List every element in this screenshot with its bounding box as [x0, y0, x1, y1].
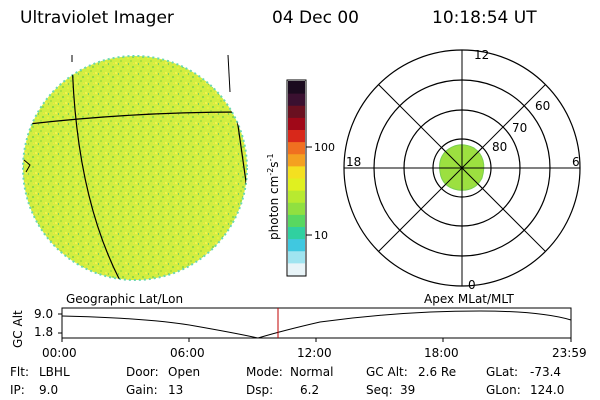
alt-max-label: 9.0 [34, 307, 54, 321]
dsp-value: 6.2 [300, 383, 320, 397]
colorbar-segment [288, 214, 305, 227]
mode-value: Normal [290, 365, 334, 379]
time-label-2359: 23:59 [552, 346, 587, 360]
alt-min-label: 1.8 [34, 325, 54, 339]
glon-value: 124.0 [530, 383, 565, 397]
colorbar-segment [288, 250, 305, 264]
filter-label: Flt: [10, 365, 29, 379]
colorbar-segment [288, 141, 305, 155]
colorbar-tick-10: 10 [314, 229, 328, 242]
longitude-line [227, 54, 231, 93]
colorbar-segment [288, 226, 305, 240]
mlt-label-12: 12 [474, 48, 489, 62]
disk-edge [22, 55, 248, 281]
mlt-label-18: 18 [346, 155, 361, 169]
mlt-label-0: 0 [468, 278, 476, 292]
colorbar-segment [288, 129, 305, 143]
geographic-title: Geographic Lat/Lon [66, 292, 184, 306]
door-value: Open [168, 365, 201, 379]
gc-alt-label: GC Alt: [366, 365, 408, 379]
lat-label-60: 60 [535, 99, 550, 113]
dsp-label: Dsp: [246, 383, 274, 397]
polar-plot [343, 49, 581, 287]
orbit-timeline [58, 307, 572, 342]
colorbar-segment [288, 178, 305, 191]
gc-alt-value: 2.6 Re [418, 365, 457, 379]
colorbar-segment [288, 153, 305, 167]
longitude-line [71, 56, 126, 280]
colorbar-unit-label: photon cm-2s-1 [266, 153, 281, 240]
colorbar-segment [288, 190, 305, 203]
ip-label: IP: [10, 383, 25, 397]
apex-title: Apex MLat/MLT [424, 292, 514, 306]
auroral-disk [23, 56, 247, 280]
colorbar-segment [288, 117, 305, 130]
lat-label-80: 80 [492, 140, 507, 154]
ip-value: 9.0 [39, 383, 59, 397]
colorbar-segment [288, 165, 305, 179]
instrument-title: Ultraviolet Imager [20, 8, 174, 28]
date-label: 04 Dec 00 [272, 8, 359, 28]
lat-label-70: 70 [512, 121, 527, 135]
colorbar-frame [286, 79, 307, 277]
coast-mark [23, 159, 31, 173]
mlt-line-inner [441, 147, 483, 189]
mlt-label-6: 6 [572, 155, 580, 169]
latitude-line [23, 111, 241, 126]
mode-label: Mode: [246, 365, 283, 379]
time-label-1800: 18:00 [424, 346, 459, 360]
auroral-image [22, 54, 248, 281]
colorbar-segment [288, 105, 305, 118]
gain-label: Gain: [126, 383, 158, 397]
altitude-curve [61, 310, 572, 339]
time-label-0000: 00:00 [42, 346, 77, 360]
glon-label: GLon: [486, 383, 521, 397]
filter-value: LBHL [39, 365, 70, 379]
seq-value: 39 [400, 383, 416, 397]
colorbar-segment [288, 81, 305, 94]
glat-label: GLat: [486, 365, 519, 379]
gain-value: 13 [168, 383, 184, 397]
colorbar [286, 79, 312, 277]
colorbar-segment [288, 202, 305, 215]
gc-alt-axis-label: GC Alt [11, 310, 25, 348]
seq-label: Seq: [366, 383, 393, 397]
colorbar-tick-100: 100 [314, 141, 335, 154]
time-label: 10:18:54 UT [432, 8, 537, 28]
time-label-0600: 06:00 [170, 346, 205, 360]
colorbar-segment [288, 262, 305, 276]
time-label-1200: 12:00 [297, 346, 332, 360]
door-label: Door: [126, 365, 159, 379]
colorbar-segment [288, 93, 305, 106]
colorbar-segment [288, 238, 305, 252]
glat-value: -73.4 [530, 365, 562, 379]
